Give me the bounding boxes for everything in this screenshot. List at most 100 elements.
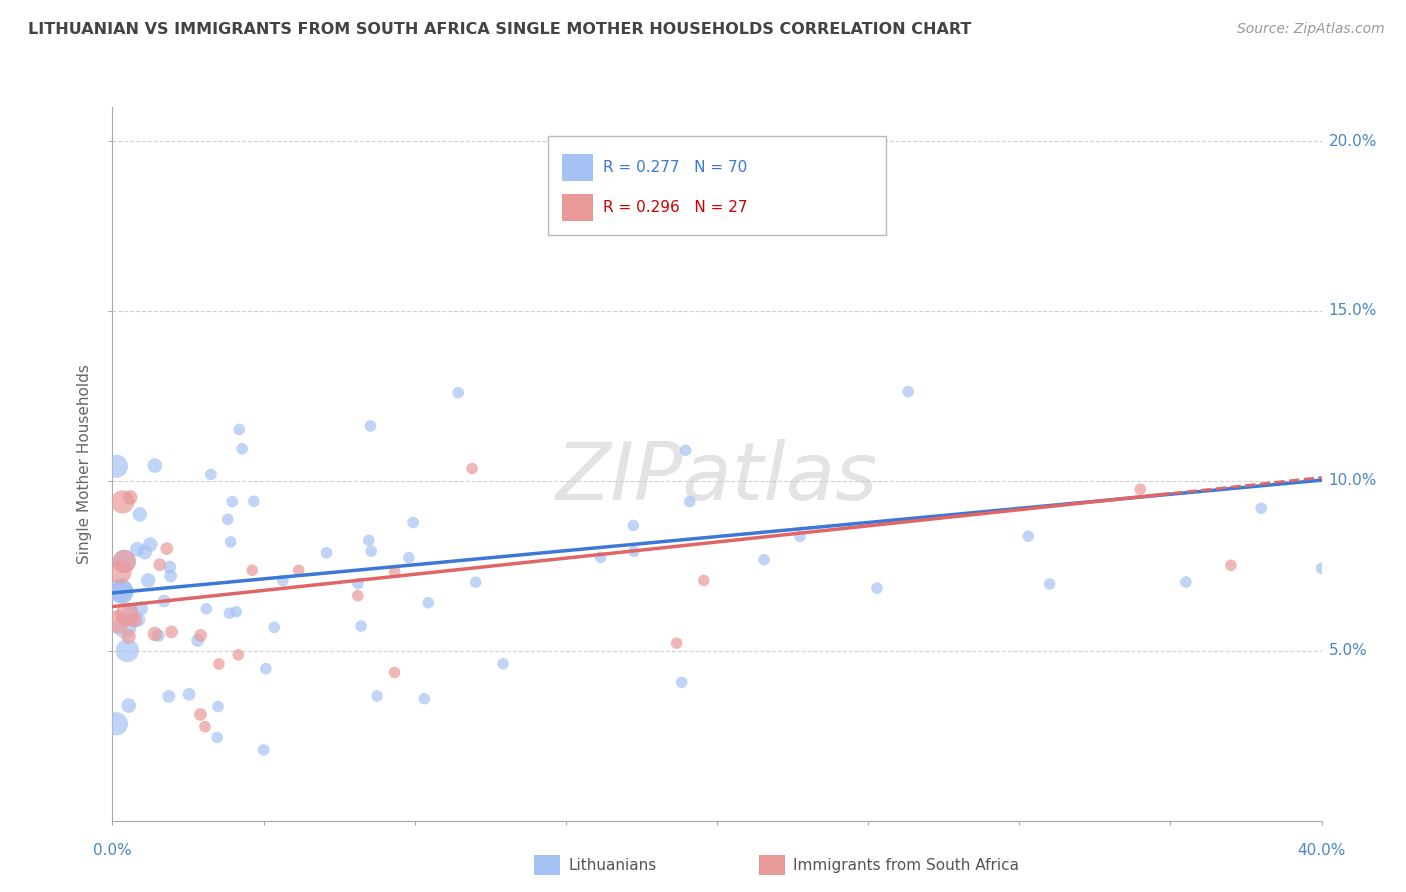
Point <box>263 620 285 634</box>
Text: Immigrants from South Africa: Immigrants from South Africa <box>793 858 1019 872</box>
Point <box>1310 561 1333 575</box>
Point <box>187 633 209 648</box>
Point <box>117 629 139 643</box>
Text: Source: ZipAtlas.com: Source: ZipAtlas.com <box>1237 22 1385 37</box>
Point <box>315 546 337 560</box>
Point <box>110 582 132 597</box>
Point <box>360 544 382 558</box>
Text: 20.0%: 20.0% <box>1329 134 1376 149</box>
Point <box>190 628 212 642</box>
Point <box>384 565 406 579</box>
Point <box>418 596 440 610</box>
Point <box>115 607 138 622</box>
Point <box>149 558 172 572</box>
Point <box>143 627 166 641</box>
Point <box>346 589 368 603</box>
Point <box>1220 558 1243 573</box>
Point <box>287 563 309 577</box>
Point <box>384 665 406 680</box>
Point <box>110 585 132 599</box>
Point <box>127 542 149 557</box>
Point <box>117 643 139 657</box>
Point <box>160 624 183 639</box>
Point <box>253 743 276 757</box>
Point <box>621 518 644 533</box>
Point <box>218 606 240 620</box>
Point <box>134 545 156 559</box>
Point <box>207 699 229 714</box>
Text: 5.0%: 5.0% <box>1329 643 1368 658</box>
Point <box>194 720 217 734</box>
Point <box>156 541 179 556</box>
Point <box>105 716 128 731</box>
Point <box>1129 483 1152 497</box>
Point <box>254 662 277 676</box>
Point <box>789 529 811 543</box>
Point <box>219 535 242 549</box>
Point <box>228 422 250 436</box>
Point <box>492 657 515 671</box>
Point <box>118 698 141 713</box>
Point <box>112 554 135 568</box>
Point <box>177 687 200 701</box>
Y-axis label: Single Mother Households: Single Mother Households <box>77 364 93 564</box>
Text: Lithuanians: Lithuanians <box>568 858 657 872</box>
Point <box>240 563 263 577</box>
Point <box>897 384 920 399</box>
Point <box>623 544 645 558</box>
Point <box>671 675 693 690</box>
Point <box>1174 575 1197 590</box>
Point <box>464 575 486 590</box>
Point <box>111 495 134 509</box>
Text: 0.0%: 0.0% <box>93 843 132 858</box>
Point <box>221 494 243 508</box>
Point <box>114 620 136 634</box>
Point <box>143 458 166 473</box>
Point <box>589 550 612 565</box>
Point <box>350 619 373 633</box>
Point <box>359 419 381 434</box>
Point <box>159 569 181 583</box>
Point <box>693 574 716 588</box>
Point <box>398 550 420 565</box>
Point <box>243 494 266 508</box>
Point <box>225 605 247 619</box>
Point <box>111 585 134 599</box>
Point <box>159 560 181 574</box>
Point <box>347 576 370 591</box>
Point <box>1250 501 1272 516</box>
Point <box>665 636 688 650</box>
Point <box>105 615 128 629</box>
Point <box>866 581 889 595</box>
Point <box>413 691 436 706</box>
Text: LITHUANIAN VS IMMIGRANTS FROM SOUTH AFRICA SINGLE MOTHER HOUSEHOLDS CORRELATION : LITHUANIAN VS IMMIGRANTS FROM SOUTH AFRI… <box>28 22 972 37</box>
Text: 10.0%: 10.0% <box>1329 474 1376 488</box>
Point <box>226 648 249 662</box>
Point <box>195 602 218 616</box>
Point <box>271 574 294 588</box>
Point <box>679 494 702 508</box>
Point <box>357 533 380 548</box>
Point <box>366 689 388 703</box>
Point <box>120 604 142 618</box>
Point <box>129 601 152 615</box>
Point <box>190 707 212 722</box>
Point <box>752 553 775 567</box>
Point <box>124 613 146 627</box>
Point <box>205 731 228 745</box>
Point <box>447 385 470 400</box>
Point <box>120 491 142 505</box>
Point <box>200 467 222 482</box>
Point <box>217 512 239 526</box>
Point <box>402 516 425 530</box>
Point <box>105 459 128 474</box>
Point <box>108 565 131 579</box>
Point <box>128 508 150 522</box>
Point <box>1017 529 1039 543</box>
Text: 40.0%: 40.0% <box>1298 843 1346 858</box>
Point <box>148 628 170 642</box>
Point <box>461 461 484 475</box>
Text: 15.0%: 15.0% <box>1329 303 1376 318</box>
Point <box>157 690 180 704</box>
Point <box>136 574 159 588</box>
